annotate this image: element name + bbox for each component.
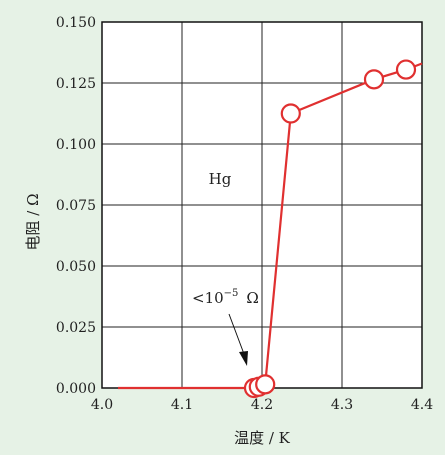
y-tick-label: 0.075: [56, 198, 96, 214]
data-point-marker: [363, 69, 385, 90]
y-tick-label: 0.000: [56, 381, 96, 397]
annotation-limit-unit: Ω: [246, 289, 258, 307]
x-tick-label: 4.1: [171, 397, 193, 413]
y-tick-label: 0.050: [56, 259, 96, 275]
annotation-limit-exponent: −5: [224, 288, 239, 299]
annotation-limit-prefix: <10: [192, 289, 224, 307]
y-axis-ticks: 0.000 0.025 0.050 0.075 0.100 0.125 0.150: [56, 15, 96, 397]
data-point-marker: [395, 59, 417, 80]
annotation-arrow: [228, 313, 248, 366]
x-axis-label: 温度 / K: [234, 429, 291, 447]
data-point-marker: [280, 103, 301, 124]
y-tick-label: 0.150: [56, 15, 96, 31]
y-tick-label: 0.025: [56, 320, 96, 336]
grid: [102, 22, 422, 388]
annotation-material: Hg: [209, 170, 232, 188]
annotation-limit: <10−5 Ω: [192, 288, 259, 307]
x-tick-label: 4.3: [331, 397, 353, 413]
y-tick-label: 0.125: [56, 76, 96, 92]
data-point-marker: [255, 374, 276, 395]
series-markers: [243, 59, 417, 399]
x-tick-label: 4.2: [251, 397, 273, 413]
x-axis-ticks: 4.0 4.1 4.2 4.3 4.4: [91, 397, 433, 413]
y-tick-label: 0.100: [56, 137, 96, 153]
x-tick-label: 4.0: [91, 397, 113, 413]
y-axis-label: 电阻 / Ω: [24, 193, 42, 250]
x-tick-label: 4.4: [411, 397, 433, 413]
